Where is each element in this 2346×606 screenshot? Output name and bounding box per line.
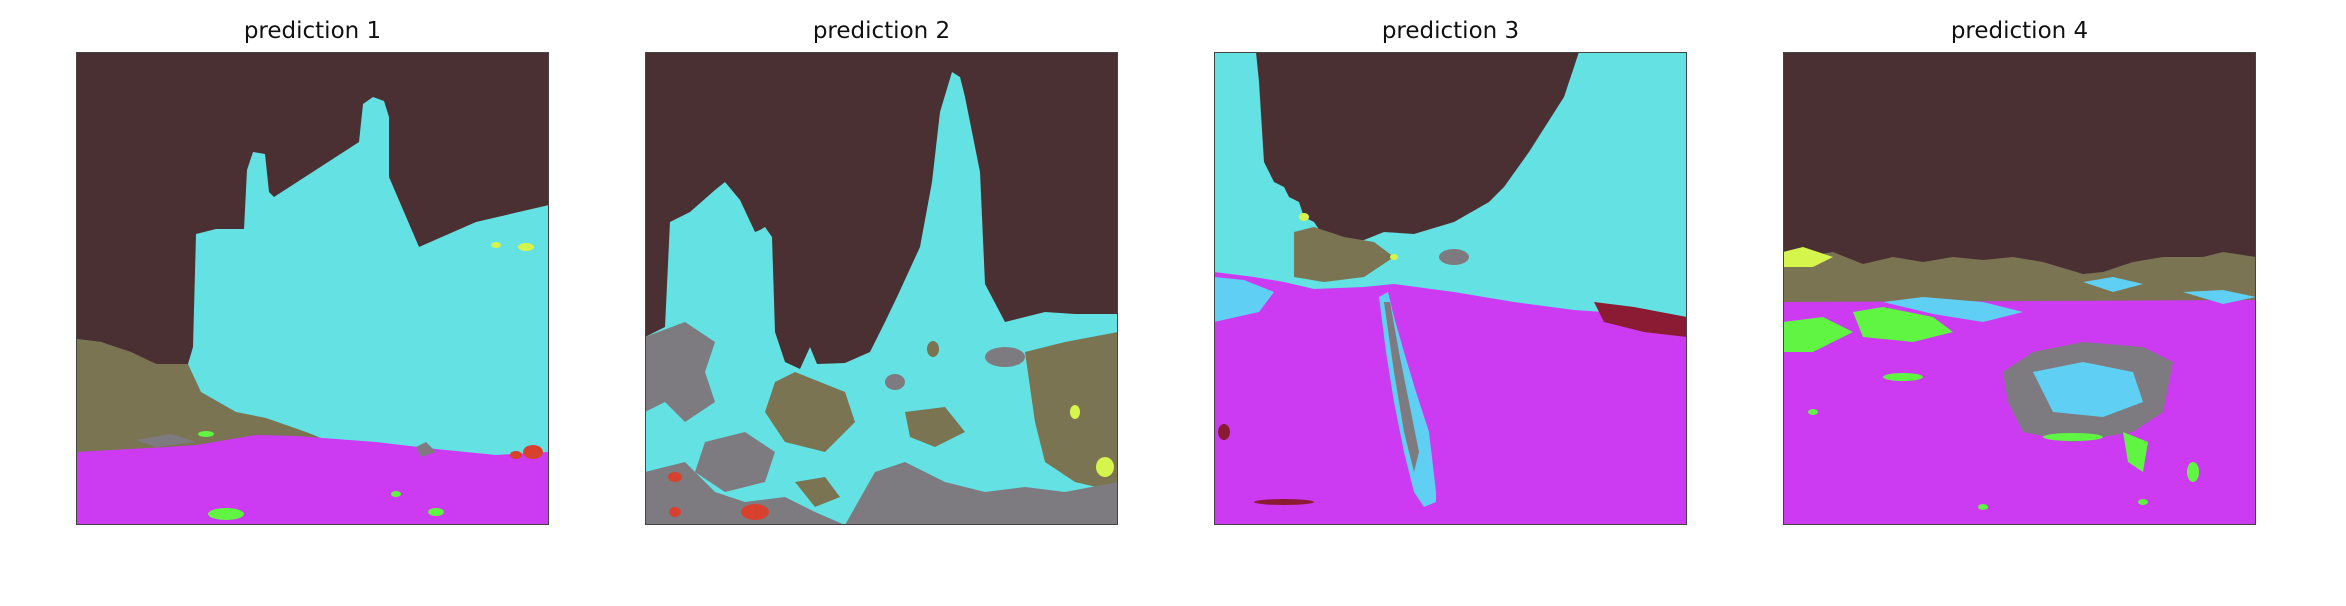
panel-title: prediction 3: [1381, 18, 1520, 44]
segmentation-map-2: [645, 52, 1118, 525]
panel-title: prediction 1: [243, 18, 382, 44]
segmentation-map-3: [1214, 52, 1687, 525]
panel-title: prediction 4: [1950, 18, 2089, 44]
segmentation-map-1: [76, 52, 549, 525]
panel-title: prediction 2: [812, 18, 951, 44]
segmentation-map-4: [1783, 52, 2256, 525]
